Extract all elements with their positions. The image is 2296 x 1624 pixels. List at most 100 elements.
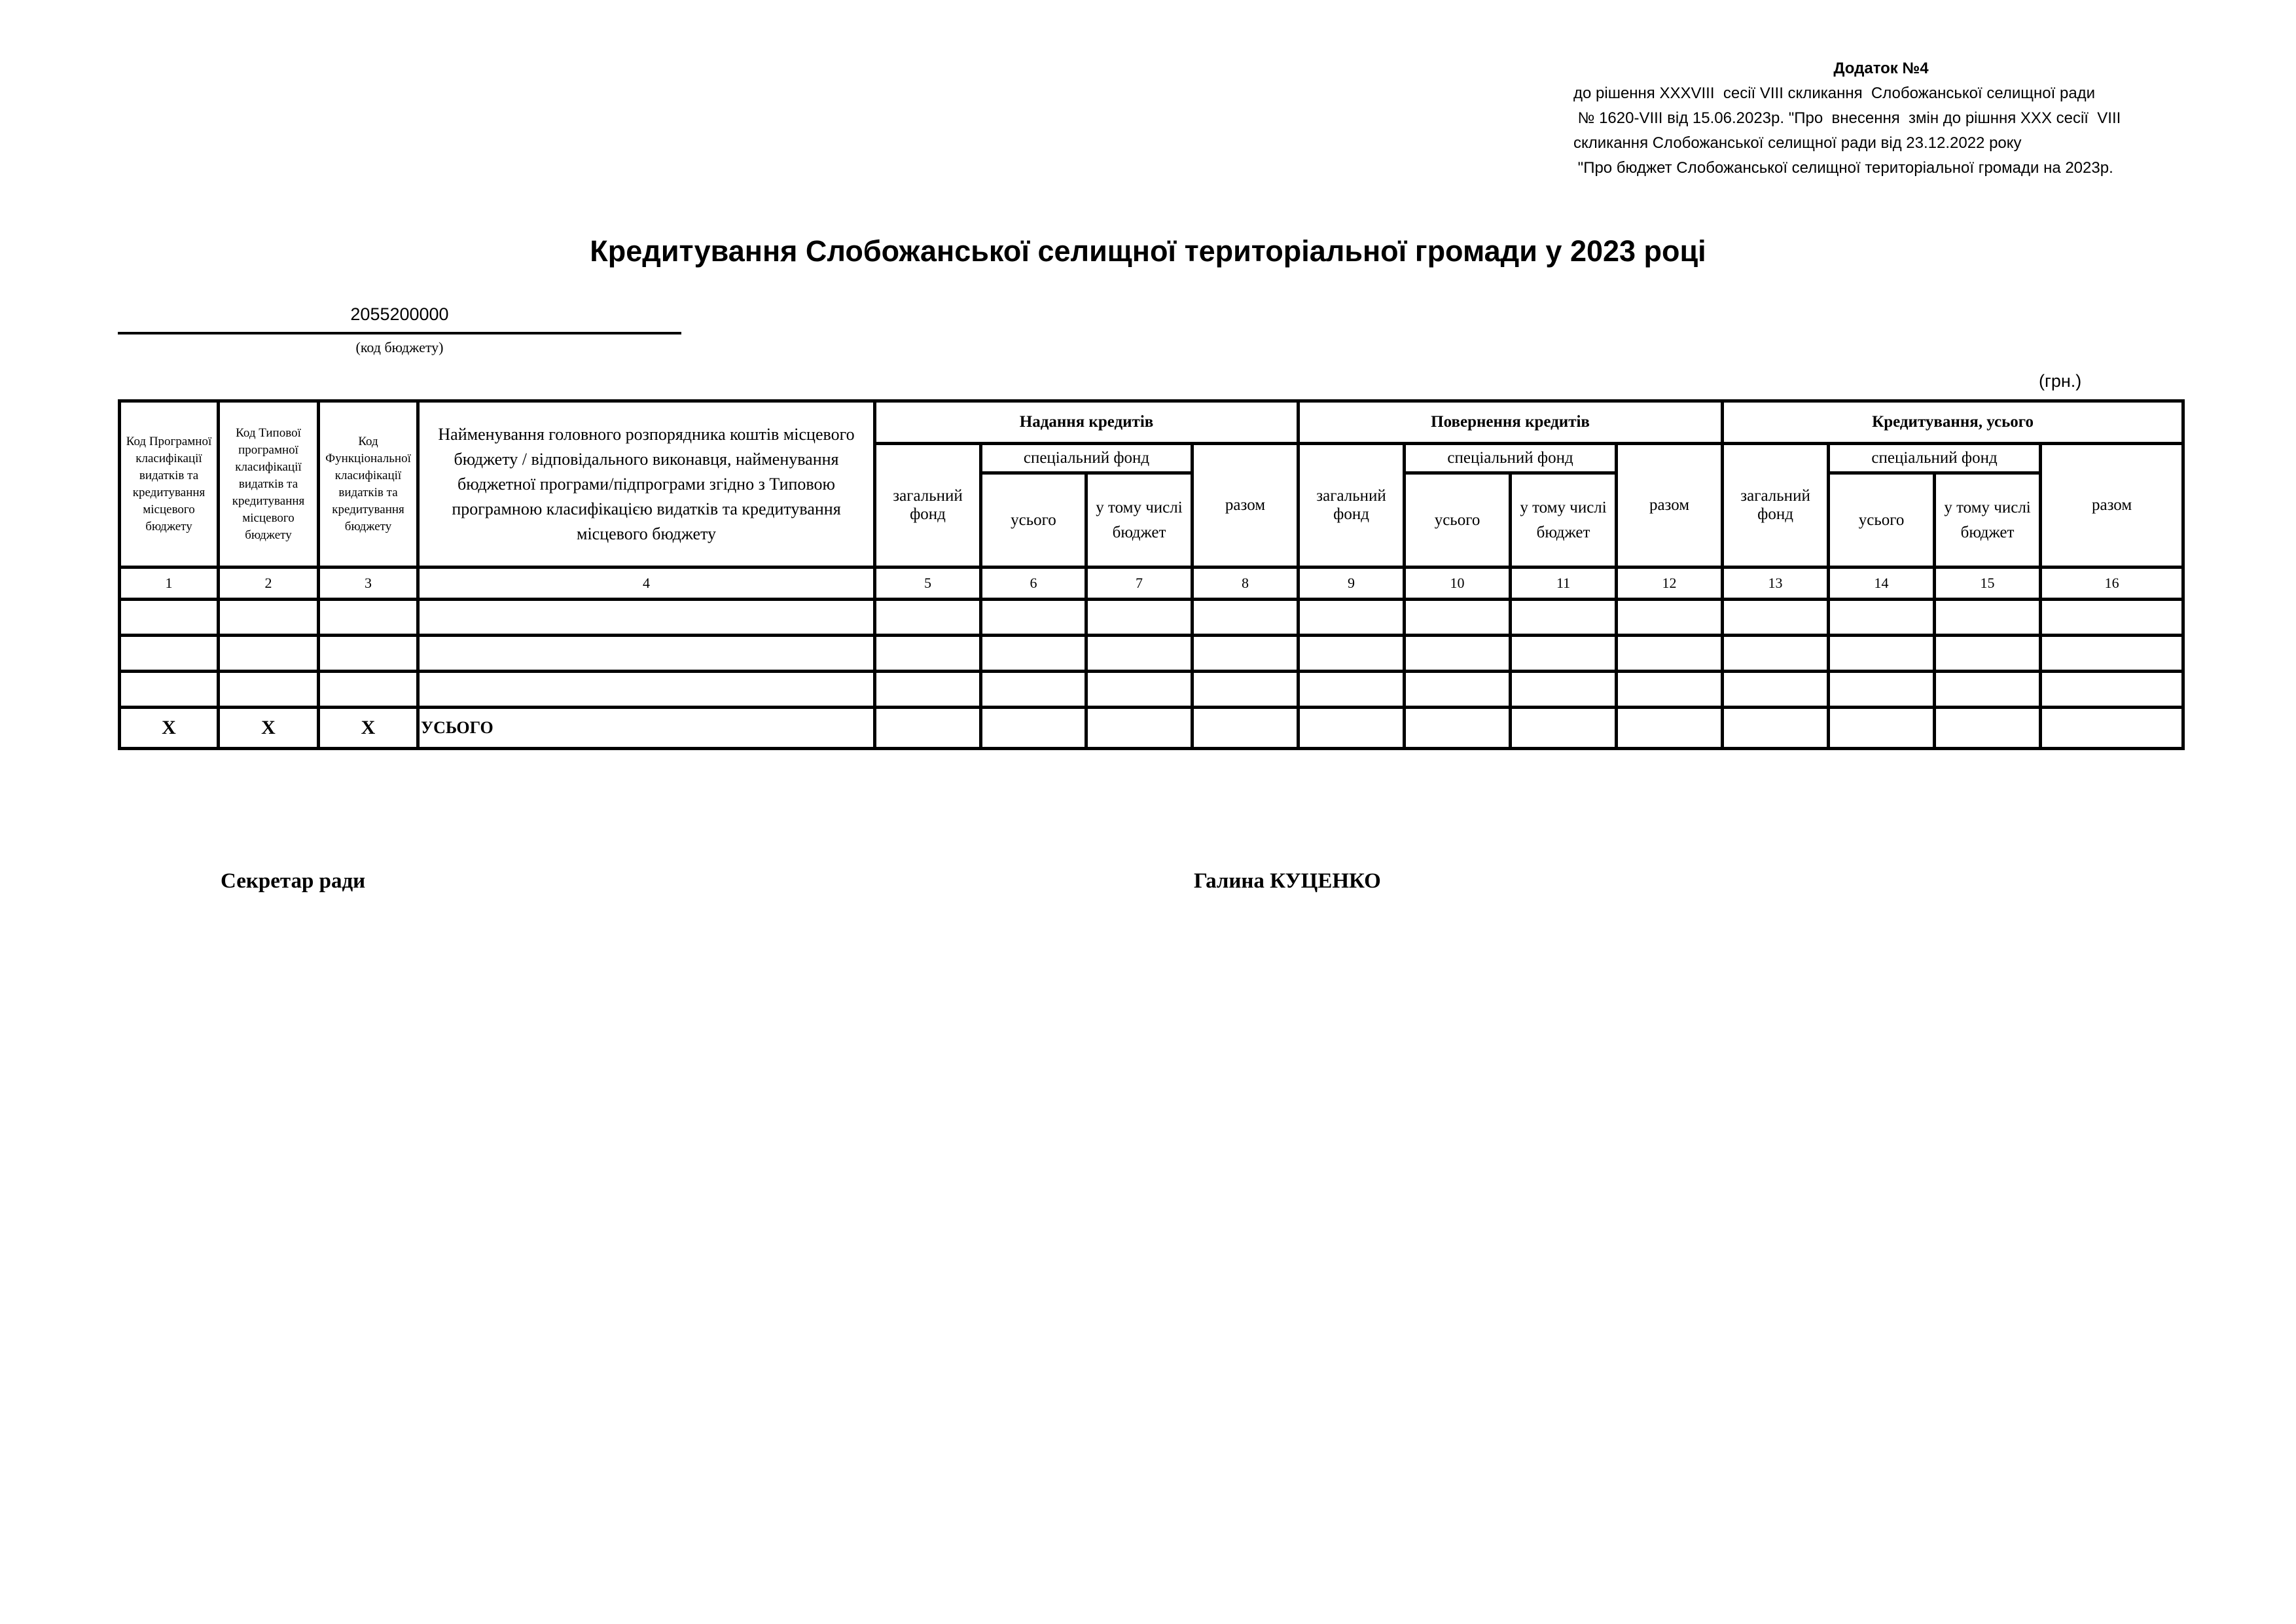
header-col1: Код Програмної класифікації видатків та … xyxy=(118,399,220,569)
table-cell xyxy=(1085,598,1194,637)
column-number: 13 xyxy=(1721,566,1831,601)
table-cell xyxy=(1721,670,1831,709)
sum: разом xyxy=(2039,442,2185,569)
table-cell xyxy=(1509,598,1619,637)
table-cell xyxy=(1190,598,1300,637)
column-number: 12 xyxy=(1615,566,1725,601)
column-number: 3 xyxy=(317,566,420,601)
table-cell xyxy=(1933,634,2043,673)
table-cell xyxy=(979,598,1088,637)
table-cell xyxy=(1933,598,2043,637)
total-cell xyxy=(1827,706,1937,750)
total-cell xyxy=(1721,706,1831,750)
table-cell xyxy=(217,670,320,709)
annex-line: скликання Слобожанської селищної ради ві… xyxy=(1573,134,2022,152)
table-cell xyxy=(1297,598,1407,637)
sum: разом xyxy=(1190,442,1300,569)
special-fund: спеціальний фонд xyxy=(1827,442,2043,475)
table-cell xyxy=(118,634,220,673)
table-cell xyxy=(217,634,320,673)
column-number: 15 xyxy=(1933,566,2043,601)
total-cell xyxy=(1403,706,1513,750)
group-loans-granted: Надання кредитів xyxy=(872,399,1300,445)
special-total: усього xyxy=(979,471,1088,569)
general-fund: загальний фонд xyxy=(1297,442,1407,569)
total-cell xyxy=(1297,706,1407,750)
unit-label: (грн.) xyxy=(2039,371,2082,391)
column-number: 4 xyxy=(416,566,876,601)
table-cell xyxy=(1403,634,1513,673)
signature-name: Галина КУЦЕНКО xyxy=(1194,869,1381,893)
table-cell xyxy=(2039,634,2185,673)
table-cell xyxy=(317,670,420,709)
table-cell xyxy=(1403,598,1513,637)
table-cell xyxy=(1721,598,1831,637)
total-cell xyxy=(1615,706,1725,750)
table-cell xyxy=(1615,634,1725,673)
annex-line: № 1620-VIII від 15.06.2023р. "Про внесен… xyxy=(1573,109,2121,127)
column-number: 1 xyxy=(118,566,220,601)
signature-position: Секретар ради xyxy=(221,869,366,893)
total-label: УСЬОГО xyxy=(416,706,876,750)
table-cell xyxy=(979,634,1088,673)
column-number: 7 xyxy=(1085,566,1194,601)
budget-code-underline xyxy=(118,332,681,334)
annex-line: "Про бюджет Слобожанської селищної терит… xyxy=(1573,159,2113,177)
annex-title: Додаток №4 xyxy=(1833,60,1929,77)
total-cell xyxy=(979,706,1088,750)
table-cell xyxy=(317,598,420,637)
table-cell xyxy=(1190,670,1300,709)
table-cell xyxy=(2039,598,2185,637)
table-cell xyxy=(317,634,420,673)
table-cell xyxy=(873,598,982,637)
table-cell xyxy=(1615,670,1725,709)
total-cell xyxy=(2039,706,2185,750)
column-numbers-row: 1 2 3 4 5 6 7 8 9 10 11 12 13 14 15 16 xyxy=(118,566,2185,601)
table-cell xyxy=(416,598,876,637)
table-cell xyxy=(217,598,320,637)
table-cell xyxy=(1297,670,1407,709)
table-row xyxy=(118,634,2185,673)
sum: разом xyxy=(1615,442,1725,569)
header-col3: Код Функціональної класифікації видатків… xyxy=(317,399,420,569)
total-x: Х xyxy=(217,706,320,750)
special-fund: спеціальний фонд xyxy=(979,442,1194,475)
general-fund: загальний фонд xyxy=(1721,442,1831,569)
special-total: усього xyxy=(1403,471,1513,569)
column-number: 11 xyxy=(1509,566,1619,601)
header-col4: Найменування головного розпорядника кошт… xyxy=(416,399,876,569)
special-total: усього xyxy=(1827,471,1937,569)
subheader-row: загальний фонд спеціальний фонд разом за… xyxy=(120,442,2185,569)
table-cell xyxy=(1827,634,1937,673)
group-loans-repaid: Повернення кредитів xyxy=(1297,399,1725,445)
annex-line: до рішення XXXVIII сесії VIII скликання … xyxy=(1573,84,2096,102)
table-row xyxy=(118,598,2185,637)
table-cell xyxy=(1827,670,1937,709)
total-row: Х Х Х УСЬОГО xyxy=(118,706,2185,750)
total-x: Х xyxy=(317,706,420,750)
column-number: 2 xyxy=(217,566,320,601)
group-loans-total: Кредитування, усього xyxy=(1721,399,2185,445)
total-cell xyxy=(873,706,982,750)
total-x: Х xyxy=(118,706,220,750)
annex-header: Додаток №4 до рішення XXXVIII сесії VIII… xyxy=(1573,56,2189,181)
header-row: Код Програмної класифікації видатків та … xyxy=(118,399,2185,569)
total-cell xyxy=(1509,706,1619,750)
credit-table: Код Програмної класифікації видатків та … xyxy=(118,399,2185,750)
table-cell xyxy=(1721,634,1831,673)
table-cell xyxy=(979,670,1088,709)
table-cell xyxy=(1190,634,1300,673)
special-fund: спеціальний фонд xyxy=(1403,442,1619,475)
column-number: 6 xyxy=(979,566,1088,601)
table-cell xyxy=(1509,670,1619,709)
page-title: Кредитування Слобожанської селищної тери… xyxy=(590,234,1706,268)
column-number: 16 xyxy=(2039,566,2185,601)
budget-code: 2055200000 xyxy=(350,304,449,324)
special-incl-budget: у тому числі бюджет xyxy=(1933,471,2043,569)
budget-code-label: (код бюджету) xyxy=(355,339,444,355)
column-number: 9 xyxy=(1297,566,1407,601)
table-cell xyxy=(1827,598,1937,637)
total-cell xyxy=(1933,706,2043,750)
table-cell xyxy=(1085,670,1194,709)
table-cell xyxy=(1403,670,1513,709)
